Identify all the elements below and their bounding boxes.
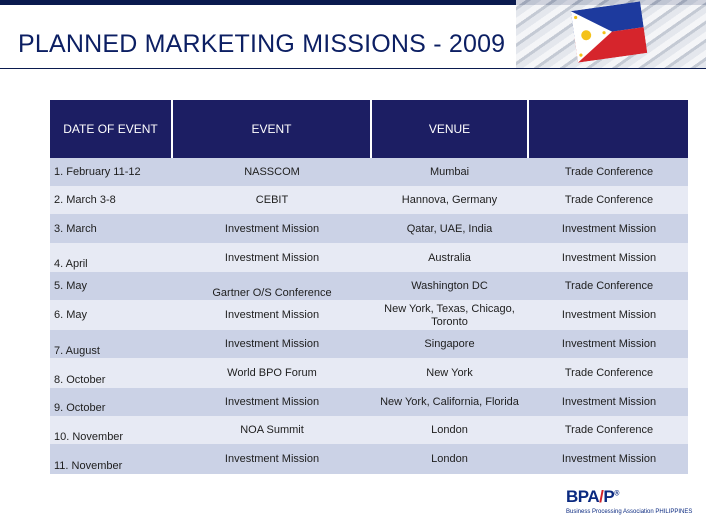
logo-tagline: Business Processing Association PHILIPPI… (566, 509, 693, 515)
cell-type: Investment Mission (561, 309, 657, 321)
table-row (50, 416, 688, 444)
header-event: EVENT (173, 100, 370, 158)
cell-event: NOA Summit (240, 424, 304, 436)
header-venue: VENUE (372, 100, 527, 158)
cell-type: Trade Conference (564, 194, 654, 206)
cell-date: 5. May (54, 280, 88, 292)
cell-type: Investment Mission (561, 223, 657, 235)
cell-type: Investment Mission (561, 338, 657, 350)
cell-venue: Washington DC (411, 280, 488, 292)
cell-date: 3. March (54, 223, 97, 235)
cell-event: Gartner O/S Conference (212, 287, 332, 299)
cell-venue: New York, Texas, Chicago, Toronto (384, 303, 515, 328)
table-row (50, 300, 688, 330)
cell-venue: Mumbai (429, 166, 470, 178)
cell-venue: Qatar, UAE, India (406, 223, 493, 235)
cell-date: 6. May (54, 309, 88, 321)
cell-venue: New York (426, 367, 473, 379)
cell-date: 1. February 11-12 (54, 166, 141, 178)
table-row (50, 388, 688, 416)
bpap-logo: BPA/P® Business Processing Association P… (566, 487, 696, 523)
cell-event: Investment Mission (224, 252, 320, 264)
cell-venue: London (431, 453, 468, 465)
header-date: DATE OF EVENT (50, 100, 171, 158)
philippine-flag-icon (570, 1, 648, 63)
slide-title: PLANNED MARKETING MISSIONS - 2009 (18, 30, 506, 58)
cell-type: Trade Conference (564, 424, 654, 436)
cell-date: 10. November (54, 431, 124, 443)
cell-date: 7. August (54, 345, 100, 357)
cell-venue: New York, California, Florida (380, 396, 519, 408)
table-row (50, 158, 688, 186)
logo-mark: BPA/P® (566, 487, 619, 506)
cell-date: 11. November (54, 460, 123, 472)
table-row (50, 358, 688, 388)
cell-venue: Australia (428, 252, 471, 264)
cell-type: Investment Mission (561, 396, 657, 408)
top-accent-bar (0, 0, 706, 5)
cell-event: NASSCOM (244, 166, 300, 178)
table-row (50, 186, 688, 214)
header-decoration (516, 0, 706, 68)
cell-event: Investment Mission (224, 223, 320, 235)
cell-date: 9. October (54, 402, 106, 414)
cell-event: World BPO Forum (227, 367, 317, 379)
table-row (50, 444, 688, 474)
cell-event: Investment Mission (224, 309, 320, 321)
header-type (529, 100, 688, 158)
cell-venue: London (431, 424, 468, 436)
cell-event: CEBIT (255, 194, 289, 206)
cell-type: Investment Mission (561, 453, 657, 465)
cell-venue: Singapore (424, 338, 475, 350)
title-divider (0, 68, 706, 69)
cell-type: Trade Conference (564, 280, 654, 292)
cell-venue: Hannova, Germany (401, 194, 498, 206)
table-row (50, 330, 688, 358)
cell-date: 8. October (54, 374, 106, 386)
cell-date: 4. April (54, 258, 88, 270)
table-row (50, 272, 688, 300)
cell-event: Investment Mission (224, 453, 320, 465)
cell-event: Investment Mission (224, 396, 320, 408)
table-row (50, 214, 688, 243)
cell-date: 2. March 3-8 (54, 194, 116, 206)
cell-type: Trade Conference (564, 166, 654, 178)
cell-type: Investment Mission (561, 252, 657, 264)
cell-event: Investment Mission (224, 338, 320, 350)
table-row (50, 243, 688, 272)
cell-type: Trade Conference (564, 367, 654, 379)
